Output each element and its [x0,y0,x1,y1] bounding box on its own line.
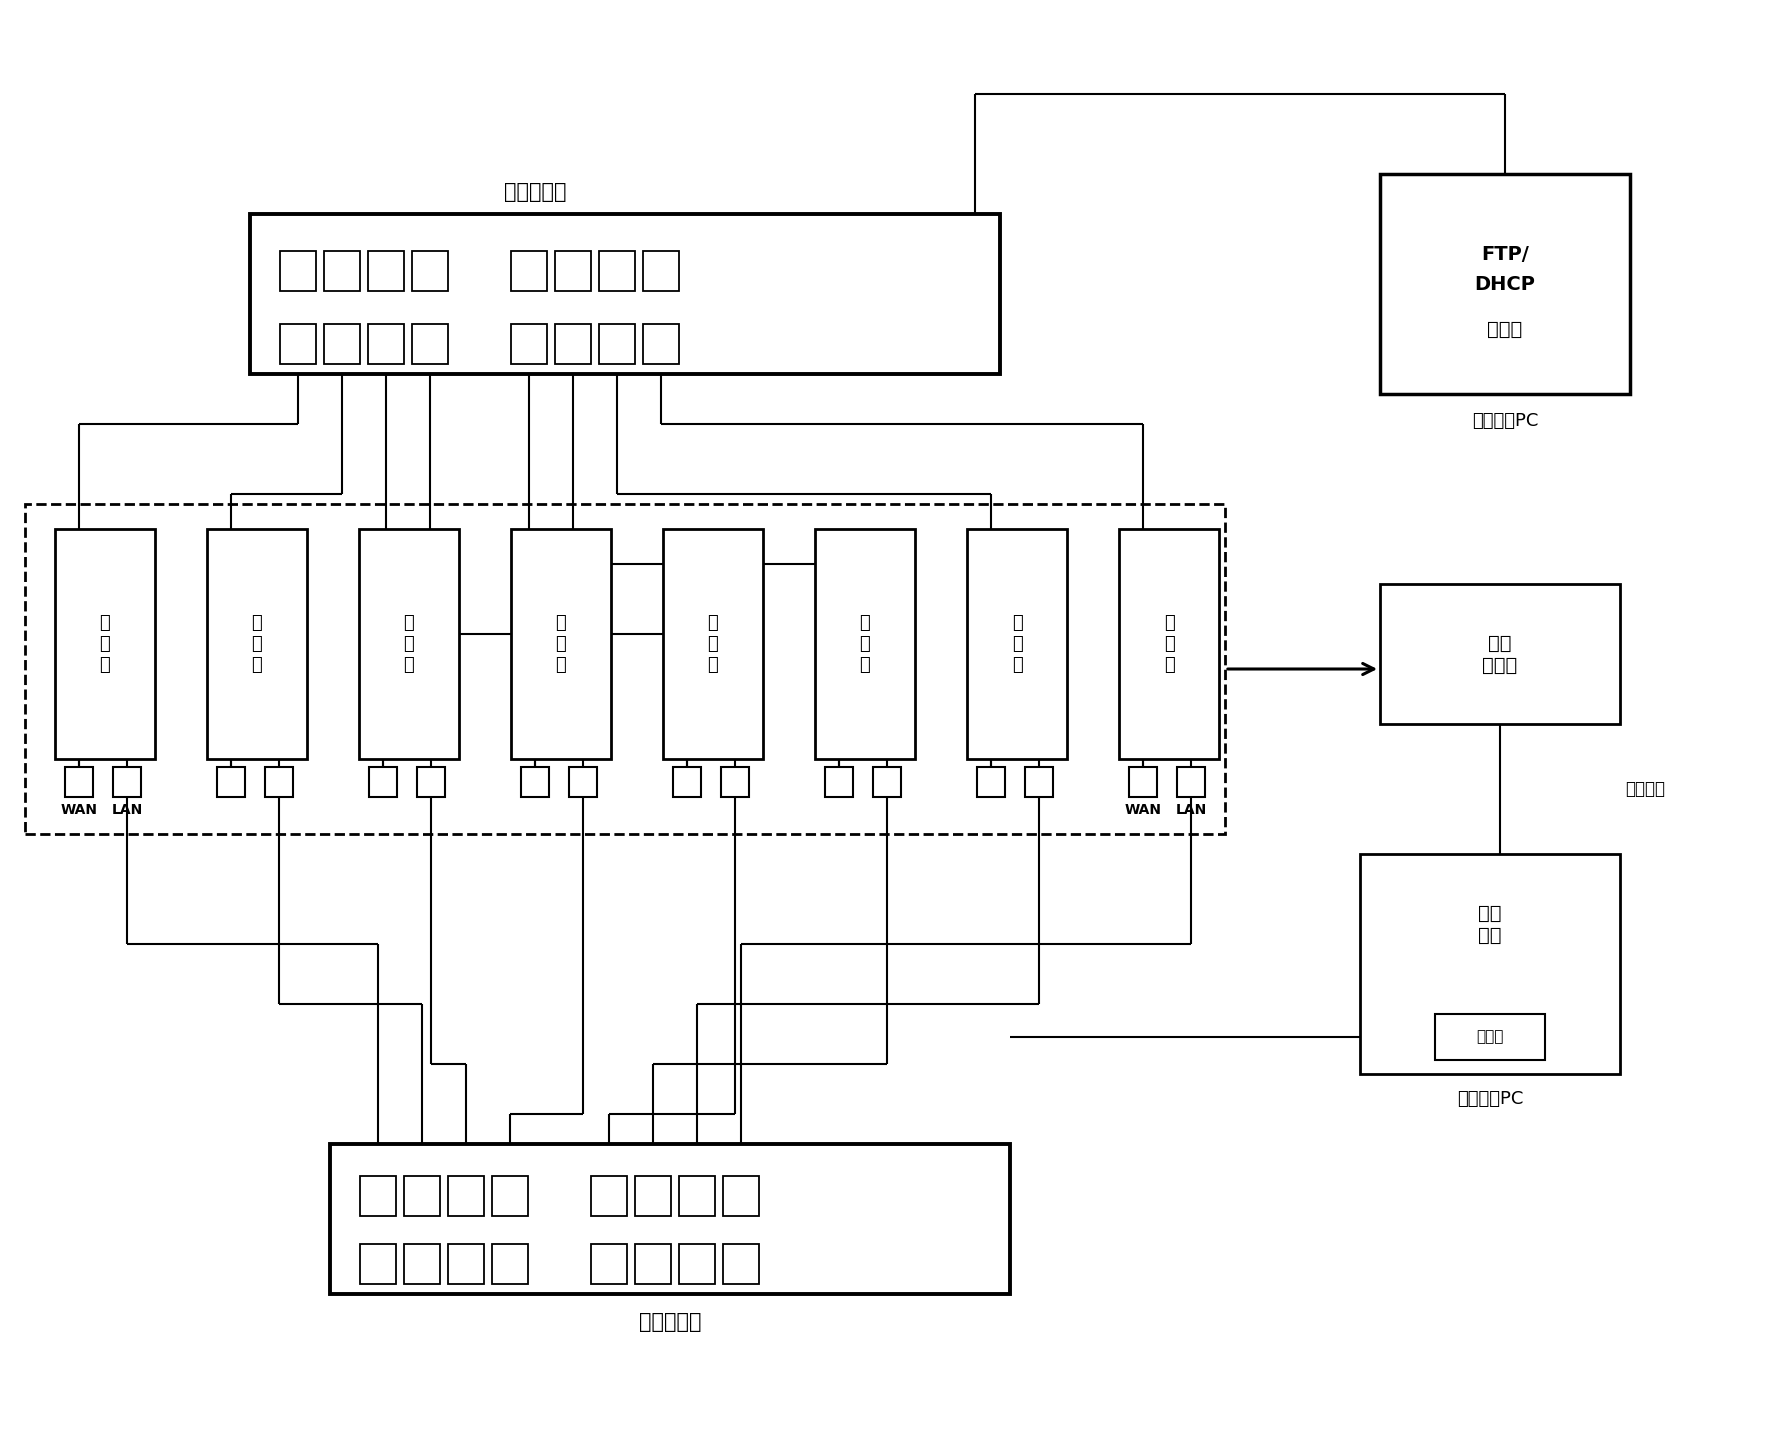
Bar [55,529,155,759]
Bar [360,1176,396,1216]
Bar [636,1176,671,1216]
Bar [721,767,749,797]
Bar [113,767,141,797]
Bar [673,767,701,797]
Bar [510,324,547,364]
Bar [251,214,1000,374]
Bar [1128,767,1157,797]
Bar [493,1176,528,1216]
Bar [25,503,1226,835]
Text: 控制
主机: 控制 主机 [1478,903,1501,945]
Bar [330,1144,1010,1293]
Bar [872,767,901,797]
Text: 第一测试PC: 第一测试PC [1471,412,1538,430]
Bar [678,1176,715,1216]
Bar [411,251,449,291]
Bar [825,767,853,797]
Bar [281,251,316,291]
Bar [722,1176,759,1216]
Bar [636,1245,671,1283]
Text: 串口控制: 串口控制 [1625,780,1665,797]
Text: WAN: WAN [1125,803,1162,817]
Text: 路
由
器: 路 由 器 [556,614,567,674]
Text: WAN: WAN [60,803,97,817]
Bar [404,1176,440,1216]
Bar [510,529,611,759]
Bar [678,1245,715,1283]
Text: LAN: LAN [1176,803,1206,817]
Bar [1379,174,1630,394]
Text: 电源
控制器: 电源 控制器 [1482,634,1517,674]
Bar [1120,529,1219,759]
Bar [722,1245,759,1283]
Bar [404,1245,440,1283]
Text: 路
由
器: 路 由 器 [251,614,263,674]
Bar [643,324,678,364]
Bar [367,324,404,364]
Bar [417,767,445,797]
Bar [662,529,763,759]
Text: 路
由
器: 路 由 器 [708,614,719,674]
Bar [1176,767,1204,797]
Bar [599,324,636,364]
Bar [323,251,360,291]
Bar [65,767,94,797]
Bar [1436,1014,1545,1060]
Bar [510,251,547,291]
Bar [569,767,597,797]
Bar [1024,767,1053,797]
Bar [1360,855,1619,1074]
Bar [814,529,915,759]
Bar [449,1245,484,1283]
Bar [599,251,636,291]
Bar [643,251,678,291]
Bar [411,324,449,364]
Bar [592,1245,627,1283]
Bar [968,529,1067,759]
Bar [358,529,459,759]
Text: 路
由
器: 路 由 器 [860,614,871,674]
Bar [521,767,549,797]
Bar [493,1245,528,1283]
Text: 多网卡: 多网卡 [1476,1030,1503,1044]
Bar [265,767,293,797]
Text: 路
由
器: 路 由 器 [1164,614,1174,674]
Text: DHCP: DHCP [1475,274,1535,294]
Text: FTP/: FTP/ [1482,245,1529,264]
Bar [281,324,316,364]
Text: 第一交换机: 第一交换机 [503,182,567,202]
Text: 路
由
器: 路 由 器 [404,614,415,674]
Text: 路
由
器: 路 由 器 [1012,614,1023,674]
Bar [207,529,307,759]
Text: 第二测试PC: 第二测试PC [1457,1090,1524,1108]
Bar [217,767,245,797]
Bar [555,251,592,291]
Text: 服务器: 服务器 [1487,320,1522,338]
Bar [360,1245,396,1283]
Bar [555,324,592,364]
Text: 路
由
器: 路 由 器 [99,614,109,674]
Bar [369,767,397,797]
Text: LAN: LAN [111,803,143,817]
Text: 第二交换机: 第二交换机 [639,1312,701,1332]
Bar [449,1176,484,1216]
Bar [977,767,1005,797]
Bar [323,324,360,364]
Bar [367,251,404,291]
Bar [1379,584,1619,724]
Bar [592,1176,627,1216]
